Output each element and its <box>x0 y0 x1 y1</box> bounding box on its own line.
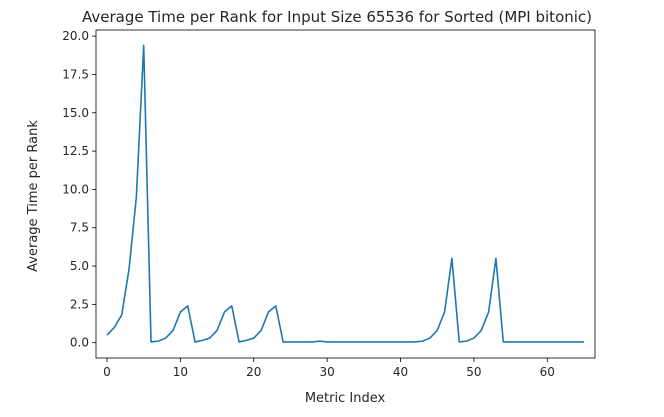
y-axis-label: Average Time per Rank <box>26 120 41 272</box>
x-tick-label: 0 <box>103 365 111 379</box>
y-tick-label: 15.0 <box>62 106 89 120</box>
plot-area <box>106 44 584 343</box>
x-tick-label: 50 <box>466 365 481 379</box>
y-tick-label: 5.0 <box>70 259 89 273</box>
x-tick-label: 20 <box>246 365 261 379</box>
plot-frame <box>95 29 596 359</box>
series-line <box>106 44 584 343</box>
x-tick-label: 60 <box>540 365 555 379</box>
y-tick-label: 17.5 <box>62 67 89 81</box>
y-tick-label: 12.5 <box>62 144 89 158</box>
y-tick-label: 0.0 <box>70 336 89 350</box>
y-tick-label: 7.5 <box>70 221 89 235</box>
x-tick-label: 40 <box>393 365 408 379</box>
y-tick-label: 2.5 <box>70 297 89 311</box>
chart-title: Average Time per Rank for Input Size 655… <box>82 8 592 26</box>
y-tick-label: 20.0 <box>62 29 89 43</box>
x-axis-label: Metric Index <box>305 391 386 406</box>
x-tick-label: 30 <box>320 365 335 379</box>
x-tick-label: 10 <box>173 365 188 379</box>
x-axis: 0 10 20 30 40 50 60 <box>103 358 555 379</box>
y-tick-label: 10.0 <box>62 182 89 196</box>
y-axis: 0.0 2.5 5.0 7.5 10.0 12.5 15.0 17.5 20.0 <box>62 29 96 350</box>
